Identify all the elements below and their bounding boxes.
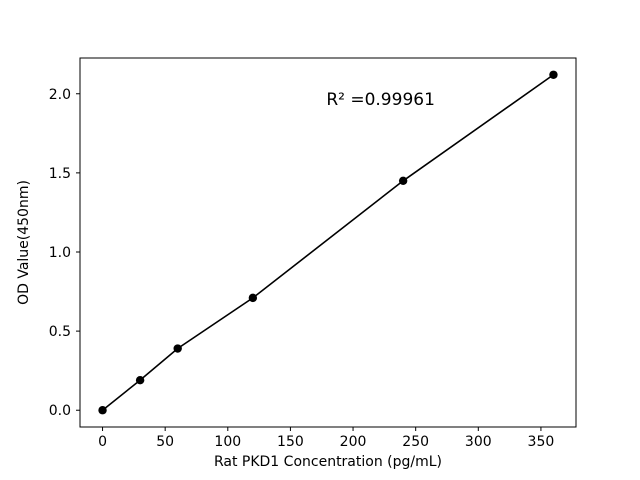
data-point	[248, 293, 258, 303]
y-tick-label: 1.5	[49, 166, 71, 182]
x-tick-label: 0	[98, 434, 107, 450]
y-axis-label: OD Value(450nm)	[16, 180, 32, 305]
data-point	[549, 70, 558, 79]
x-tick-label: 200	[340, 434, 367, 450]
x-tick-label: 100	[214, 434, 241, 450]
y-tick-label: 2.0	[49, 87, 71, 103]
x-tick-label: 350	[528, 434, 555, 450]
x-axis: 0 50 100 150 200 250 300 350	[98, 427, 554, 450]
y-tick-label: 1.0	[49, 245, 71, 261]
y-axis: 0.0 0.5 1.0 1.5 2.0	[49, 87, 80, 419]
x-tick-label: 250	[402, 434, 429, 450]
x-tick-label: 50	[156, 434, 174, 450]
x-tick-label: 150	[277, 434, 304, 450]
data-point	[173, 344, 182, 353]
data-point	[398, 176, 408, 185]
y-tick-label: 0.5	[49, 324, 71, 340]
x-axis-label: Rat PKD1 Concentration (pg/mL)	[214, 454, 442, 470]
trend-line	[101, 73, 555, 412]
data-points	[98, 70, 558, 415]
data-point	[135, 375, 145, 385]
r-squared-annotation: R² =0.99961	[326, 90, 435, 110]
data-point	[98, 406, 107, 415]
plot-border	[79, 57, 577, 428]
x-tick-label: 300	[465, 434, 492, 450]
y-tick-label: 0.0	[49, 403, 71, 419]
